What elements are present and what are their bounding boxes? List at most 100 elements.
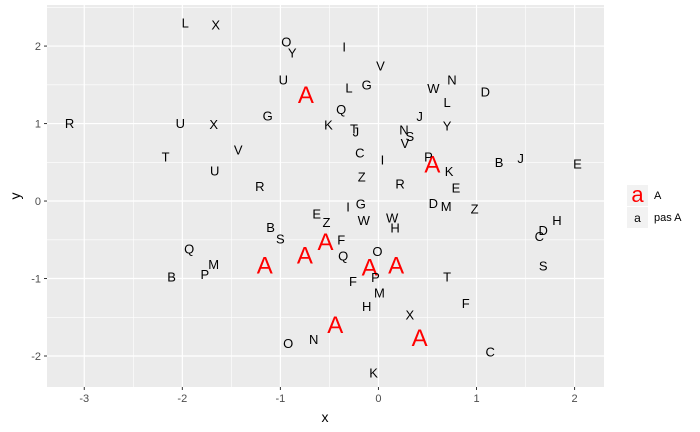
point-label-pas-a: Q	[184, 242, 194, 257]
legend-key-glyph: a	[631, 182, 644, 207]
legend-key-box	[627, 207, 648, 228]
y-axis: -2 -1 0 1 2	[31, 41, 47, 363]
point-label-pas-a: B	[495, 155, 504, 170]
point-label-pas-a: F	[349, 274, 357, 289]
point-label-pas-a: Y	[288, 46, 297, 61]
point-label-pas-a: C	[535, 229, 544, 244]
x-tick-label: 2	[572, 393, 578, 405]
point-label-a: A	[317, 229, 333, 256]
plot-panel	[47, 5, 604, 387]
point-label-pas-a: S	[276, 232, 285, 247]
point-label-pas-a: J	[517, 151, 524, 166]
point-label-pas-a: J	[416, 109, 423, 124]
y-tick-label: 2	[35, 41, 41, 53]
legend-key-glyph: a	[634, 211, 641, 225]
point-label-pas-a: H	[362, 299, 371, 314]
point-label-pas-a: D	[481, 84, 490, 99]
y-tick-label: 0	[35, 196, 41, 208]
point-label-pas-a: J	[353, 125, 360, 140]
legend: a Aa pas A	[627, 182, 682, 228]
point-label-pas-a: S	[539, 259, 548, 274]
point-label-pas-a: F	[337, 232, 345, 247]
point-label-pas-a: V	[376, 59, 385, 74]
point-label-pas-a: X	[211, 18, 220, 33]
x-tick-label: 0	[375, 393, 381, 405]
point-label-pas-a: C	[355, 145, 364, 160]
grid-minor	[47, 5, 604, 387]
point-label-pas-a: E	[312, 207, 321, 222]
point-label-pas-a: W	[427, 81, 440, 96]
x-tick-label: 1	[473, 393, 479, 405]
point-label-pas-a: U	[279, 73, 288, 88]
point-label-a: A	[362, 255, 378, 282]
point-label-pas-a: Y	[443, 118, 452, 133]
point-label-a: A	[327, 312, 343, 339]
point-label-pas-a: U	[176, 116, 185, 131]
point-label-a: A	[297, 242, 313, 269]
point-label-pas-a: V	[401, 136, 410, 151]
x-tick-label: -1	[276, 393, 286, 405]
point-label-pas-a: F	[462, 296, 470, 311]
legend-label: pas A	[654, 212, 682, 224]
point-label-pas-a: B	[167, 269, 176, 284]
point-label-pas-a: M	[441, 199, 452, 214]
point-label-pas-a: H	[552, 213, 561, 228]
x-axis: -3 -2 -1 0 1 2	[79, 387, 578, 405]
y-tick-label: -2	[31, 351, 41, 363]
point-label-pas-a: P	[371, 270, 380, 285]
point-label-pas-a: L	[443, 95, 450, 110]
y-tick-label: 1	[35, 119, 41, 131]
point-label-pas-a: L	[182, 15, 189, 30]
point-label-a: A	[298, 82, 314, 109]
point-label-pas-a: O	[283, 336, 293, 351]
legend-key-box	[627, 185, 648, 206]
point-label-pas-a: T	[162, 149, 170, 164]
point-label-pas-a: Z	[323, 215, 331, 230]
point-label-pas-a: B	[266, 220, 275, 235]
point-label-pas-a: E	[452, 180, 461, 195]
point-label-pas-a: H	[390, 221, 399, 236]
point-label-pas-a: L	[345, 80, 352, 95]
point-label-pas-a: K	[324, 118, 333, 133]
point-label-pas-a: W	[358, 213, 371, 228]
x-tick-label: -2	[177, 393, 187, 405]
point-label-pas-a: R	[395, 176, 404, 191]
point-label-pas-a: E	[573, 156, 582, 171]
point-label-pas-a: N	[309, 332, 318, 347]
y-axis-title: y	[7, 193, 23, 200]
point-label-pas-a: Q	[338, 249, 348, 264]
point-label-a: A	[257, 252, 273, 279]
point-label-pas-a: D	[429, 196, 438, 211]
point-label-pas-a: U	[210, 163, 219, 178]
point-label-pas-a: P	[201, 267, 210, 282]
x-tick-label: -3	[79, 393, 89, 405]
point-label-a: A	[388, 252, 404, 279]
point-label-pas-a: V	[234, 142, 243, 157]
point-label-pas-a: X	[405, 307, 414, 322]
point-label-pas-a: R	[65, 116, 74, 131]
point-label-pas-a: C	[486, 345, 495, 360]
point-label-pas-a: M	[208, 257, 219, 272]
point-label-a: A	[424, 152, 440, 179]
point-label-pas-a: Q	[336, 102, 346, 117]
point-label-pas-a: I	[342, 39, 346, 54]
point-label-pas-a: I	[346, 200, 350, 215]
point-label-pas-a: G	[263, 108, 273, 123]
point-label-pas-a: S	[405, 129, 414, 144]
y-tick-label: -1	[31, 274, 41, 286]
point-label-pas-a: X	[209, 117, 218, 132]
grid-major	[47, 5, 604, 387]
point-label-pas-a: P	[424, 149, 433, 164]
point-label-pas-a: M	[374, 286, 385, 301]
point-label-pas-a: N	[399, 122, 408, 137]
point-label-pas-a: K	[445, 164, 454, 179]
point-label-pas-a: Z	[358, 170, 366, 185]
point-label-pas-a: T	[443, 269, 451, 284]
point-label-pas-a: Z	[471, 201, 479, 216]
point-label-a: A	[412, 325, 428, 352]
point-label-pas-a: K	[369, 366, 378, 381]
point-label-pas-a: D	[539, 223, 548, 238]
point-label-pas-a: G	[356, 197, 366, 212]
point-label-pas-a: W	[386, 211, 399, 226]
